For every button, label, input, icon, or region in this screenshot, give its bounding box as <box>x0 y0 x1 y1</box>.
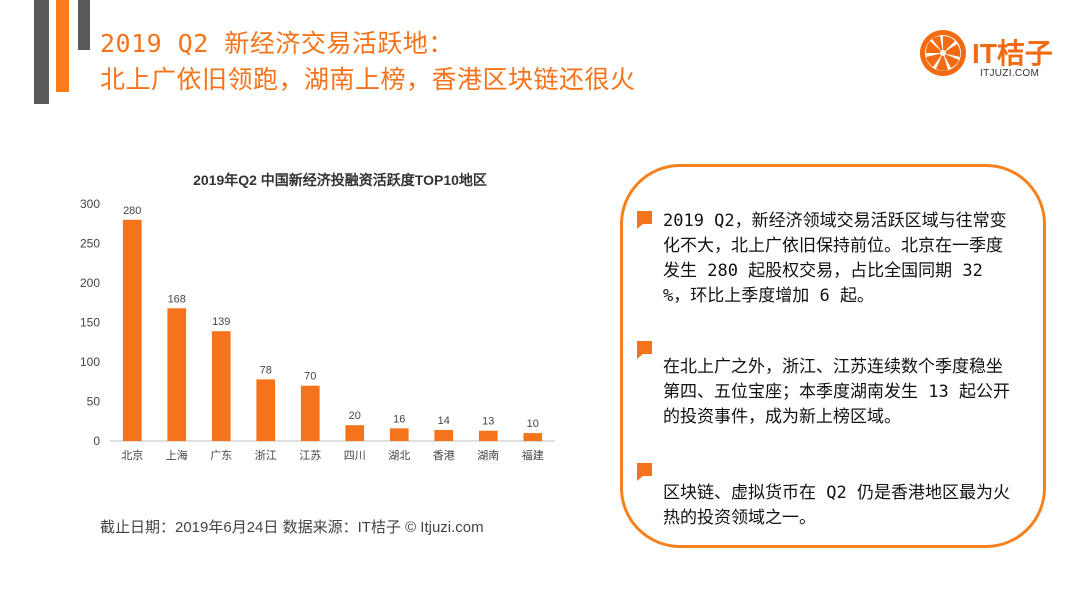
bar <box>434 429 454 441</box>
y-tick-label: 0 <box>93 434 100 448</box>
bar-value-label: 139 <box>212 316 230 328</box>
bar <box>122 219 142 441</box>
x-tick-label: 江苏 <box>299 449 321 462</box>
page-title-line1: 2019 Q2 新经济交易活跃地： <box>100 29 454 58</box>
decor-bar-gray <box>34 0 49 104</box>
bar-value-label: 20 <box>349 410 361 422</box>
y-tick-label: 200 <box>80 276 100 290</box>
bullet-icon <box>637 463 657 481</box>
bar-value-label: 168 <box>168 293 186 305</box>
y-tick-label: 100 <box>80 355 100 369</box>
bar-chart: 0 50 100 150 200 250 300 280 北京 168 上海 139 广东 78 浙江 70 江… <box>80 197 555 462</box>
summary-paragraph-1: 2019 Q2，新经济领域交易活跃区域与往常变化不大，北上广依旧保持前位。北京在… <box>663 211 1007 306</box>
bar <box>211 331 231 441</box>
logo-subtext: ITJUZI.COM <box>980 68 1040 79</box>
page-title-line2: 北上广依旧领跑，湖南上榜，香港区块链还很火 <box>100 65 636 94</box>
x-tick-label: 四川 <box>344 449 366 462</box>
chart-title: 2019年Q2 中国新经济投融资活跃度TOP10地区 <box>193 172 487 188</box>
itjuzi-logo: IT桔子 ITJUZI.COM <box>918 28 1068 84</box>
summary-panel: 2019 Q2，新经济领域交易活跃区域与往常变化不大，北上广依旧保持前位。北京在… <box>620 164 1046 548</box>
x-tick-label: 湖南 <box>477 449 499 462</box>
x-tick-label: 湖北 <box>388 449 410 462</box>
bullet-icon <box>637 341 657 359</box>
x-tick-label: 浙江 <box>255 449 277 462</box>
bar <box>300 385 320 441</box>
bar <box>478 430 498 441</box>
x-tick-label: 香港 <box>433 449 455 462</box>
page-title: 2019 Q2 新经济交易活跃地： 北上广依旧领跑，湖南上榜，香港区块链还很火 <box>100 26 636 98</box>
logo-text: IT桔子 <box>972 38 1053 69</box>
bar-value-label: 13 <box>482 416 494 428</box>
orange-slice-icon <box>920 30 966 76</box>
bar-value-label: 10 <box>527 418 539 430</box>
x-tick-label: 上海 <box>166 448 188 462</box>
bar-value-label: 280 <box>123 205 141 217</box>
y-tick-label: 50 <box>87 395 101 409</box>
bar-value-label: 78 <box>260 364 272 376</box>
y-tick-label: 250 <box>80 237 100 251</box>
bar-value-label: 14 <box>438 415 450 427</box>
bar <box>345 425 365 441</box>
y-tick-label: 150 <box>80 316 100 330</box>
x-tick-label: 北京 <box>121 448 143 462</box>
bar-value-label: 16 <box>393 413 405 425</box>
bullet-icon <box>637 211 657 229</box>
y-tick-label: 300 <box>80 197 100 211</box>
x-tick-label: 广东 <box>210 449 232 462</box>
bar <box>389 428 409 441</box>
summary-paragraph-3: 区块链、虚拟货币在 Q2 仍是香港地区最为火热的投资领域之一。 <box>663 483 1010 528</box>
x-tick-label: 福建 <box>522 448 544 462</box>
bar <box>256 379 276 441</box>
summary-paragraph-2: 在北上广之外，浙江、江苏连续数个季度稳坐第四、五位宝座；本季度湖南发生 13 起… <box>663 357 1010 427</box>
decor-bar-orange <box>56 0 69 92</box>
bar-value-label: 70 <box>304 371 316 383</box>
bar <box>523 433 543 441</box>
source-note: 截止日期：2019年6月24日 数据来源：IT桔子 © Itjuzi.com <box>100 519 484 536</box>
decor-bar-gray-short <box>78 0 90 50</box>
bar <box>167 308 187 441</box>
